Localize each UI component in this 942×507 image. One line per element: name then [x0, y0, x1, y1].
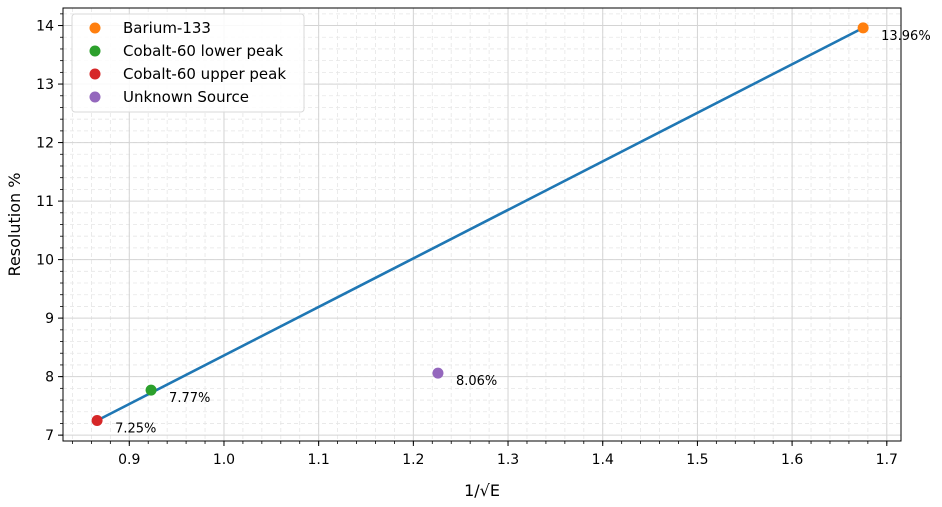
legend-label-cobalt-60-upper-peak: Cobalt-60 upper peak: [123, 65, 286, 83]
points-layer: 13.96% 7.77% 7.25% 8.06%: [91, 22, 931, 437]
legend: Barium-133 Cobalt-60 lower peak Cobalt-60 …: [71, 13, 305, 113]
x-tick-label: 1.4: [592, 452, 614, 468]
legend-marker-cobalt-60-lower-peak: [89, 45, 101, 57]
major-grid: [63, 8, 901, 441]
fit-line-layer: [95, 26, 865, 422]
x-tick-label: 1.6: [781, 452, 803, 468]
x-tick-label: 1.7: [876, 452, 898, 468]
y-tick-label: 10: [36, 253, 54, 269]
x-tick-label: 1.5: [686, 452, 708, 468]
data-label-cobalt-60-lower-peak: 7.77%: [169, 391, 210, 406]
point-barium-133: [857, 22, 869, 34]
legend-label-unknown-source: Unknown Source: [123, 88, 249, 106]
x-axis-ticks: 0.9 1.0 1.1 1.2 1.3 1.4 1.5 1.6 1.7: [118, 441, 898, 468]
x-tick-label: 1.2: [402, 452, 424, 468]
y-tick-label: 8: [45, 370, 54, 386]
legend-marker-barium-133: [89, 22, 101, 34]
point-cobalt-60-lower-peak: [145, 384, 157, 396]
point-unknown-source: [432, 367, 444, 379]
data-label-barium-133: 13.96%: [881, 29, 931, 44]
x-tick-label: 1.1: [308, 452, 330, 468]
data-label-cobalt-60-upper-peak: 7.25%: [115, 422, 156, 437]
y-tick-label: 14: [36, 19, 54, 35]
legend-label-cobalt-60-lower-peak: Cobalt-60 lower peak: [123, 42, 283, 60]
y-tick-label: 9: [45, 311, 54, 327]
y-axis-label: Resolution %: [5, 173, 24, 277]
y-tick-label: 12: [36, 136, 54, 152]
y-axis-ticks: 7 8 9 10 11 12 13 14: [36, 19, 63, 444]
x-tick-label: 1.0: [213, 452, 235, 468]
plot-frame: [62, 7, 902, 442]
fit-line: [95, 26, 865, 422]
y-tick-label: 11: [36, 194, 54, 210]
legend-marker-unknown-source: [89, 91, 101, 103]
legend-box: [71, 13, 305, 113]
x-tick-label: 0.9: [118, 452, 140, 468]
legend-label-barium-133: Barium-133: [123, 19, 211, 37]
data-label-unknown-source: 8.06%: [456, 374, 497, 389]
legend-marker-cobalt-60-upper-peak: [89, 68, 101, 80]
point-cobalt-60-upper-peak: [91, 415, 103, 427]
y-tick-label: 13: [36, 77, 54, 93]
x-tick-label: 1.3: [497, 452, 519, 468]
x-axis-label: 1/√E: [464, 481, 500, 500]
y-tick-label: 7: [45, 428, 54, 444]
